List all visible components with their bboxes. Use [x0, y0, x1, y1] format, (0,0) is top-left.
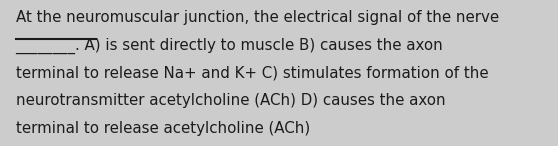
Text: At the neuromuscular junction, the electrical signal of the nerve: At the neuromuscular junction, the elect…: [16, 10, 499, 25]
Text: terminal to release Na+ and K+ C) stimulates formation of the: terminal to release Na+ and K+ C) stimul…: [16, 66, 488, 81]
Text: terminal to release acetylcholine (ACh): terminal to release acetylcholine (ACh): [16, 121, 310, 136]
Text: neurotransmitter acetylcholine (ACh) D) causes the axon: neurotransmitter acetylcholine (ACh) D) …: [16, 93, 445, 108]
Text: ________. A) is sent directly to muscle B) causes the axon: ________. A) is sent directly to muscle …: [16, 38, 444, 54]
